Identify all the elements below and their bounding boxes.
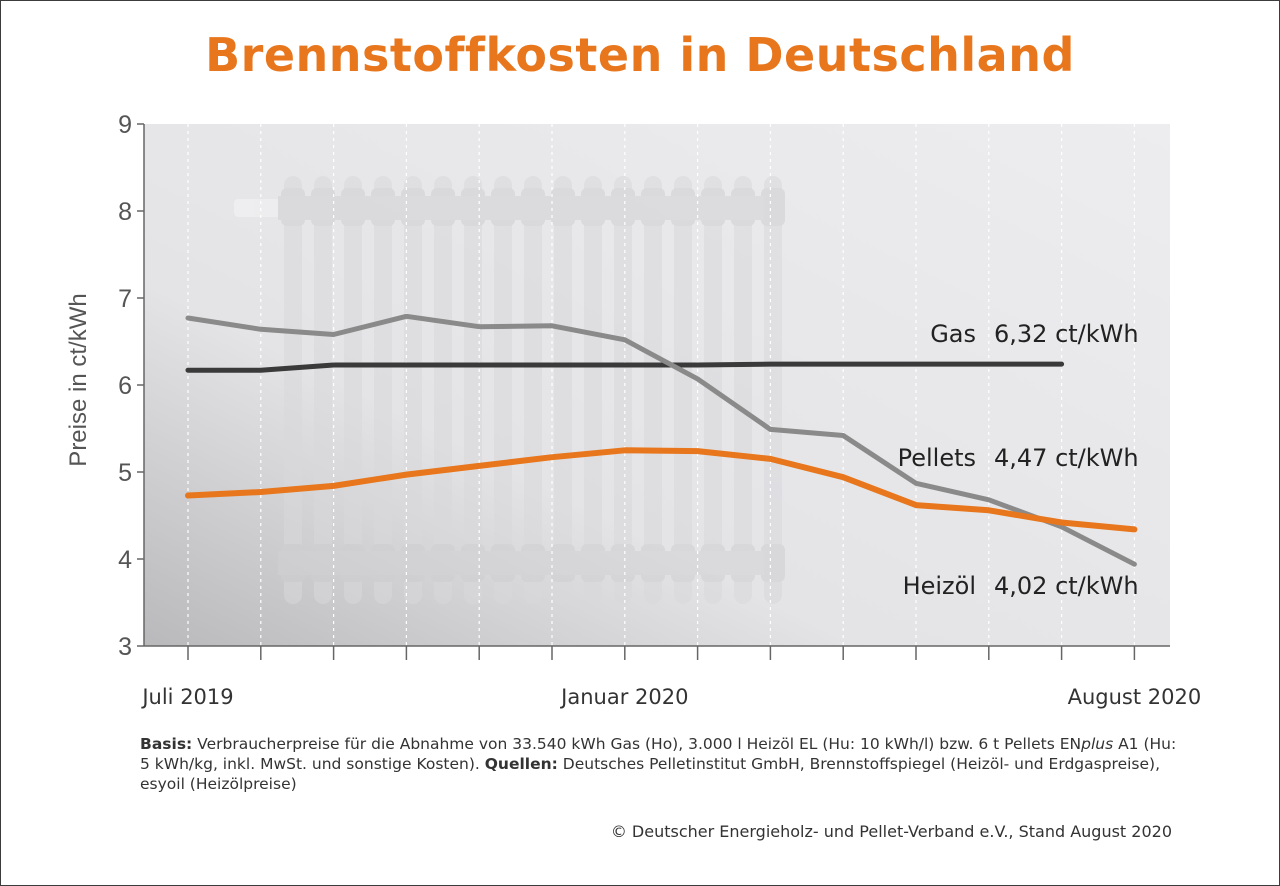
series-label-gas: Gas (930, 320, 976, 348)
radiator-bar-bottom (278, 551, 764, 575)
radiator-fin (554, 176, 572, 604)
y-tick-label: 7 (118, 285, 132, 313)
radiator-fin (584, 176, 602, 604)
radiator-fin (344, 176, 362, 604)
series-line-gas (185, 361, 1065, 373)
copyright-note: © Deutscher Energieholz- und Pellet-Verb… (610, 822, 1172, 841)
series-label-pellets: Pellets (898, 444, 976, 472)
chart-title: Brennstoffkosten in Deutschland (205, 28, 1075, 82)
y-tick-label: 3 (118, 633, 132, 661)
radiator-fin (674, 176, 692, 604)
radiator-fin (374, 176, 392, 604)
y-axis-label: Preise in ct/kWh (65, 293, 92, 466)
footnote: Basis: Verbraucherpreise für die Abnahme… (140, 734, 1180, 794)
radiator-fin-top (761, 188, 785, 226)
radiator-valve (234, 199, 282, 217)
sources-text: Deutsches Pelletinstitut GmbH, Brennstof… (140, 755, 1161, 793)
x-tick-label: Juli 2019 (140, 685, 233, 709)
basis-text-2: A1 (Hu: 5 kWh/kg, inkl. MwSt. und sonsti… (140, 735, 1177, 773)
x-tick-label: August 2020 (1068, 685, 1202, 709)
series-value-heizoel: 4,02 ct/kWh (994, 572, 1139, 600)
radiator-bar-top (278, 196, 764, 220)
radiator-fin (314, 176, 332, 604)
series-label-heizoel: Heizöl (903, 572, 976, 600)
y-tick-label: 5 (118, 459, 132, 487)
basis-label: Basis: (140, 735, 193, 753)
y-tick-label: 8 (118, 198, 132, 226)
y-tick-label: 9 (118, 111, 132, 139)
radiator-watermark (234, 176, 785, 604)
radiator-fin-bottom (761, 544, 785, 582)
radiator-fin (644, 176, 662, 604)
series-line-pellets (185, 447, 1138, 533)
radiator-fin (404, 176, 422, 604)
series-value-pellets: 4,47 ct/kWh (994, 444, 1139, 472)
y-tick-label: 6 (118, 372, 132, 400)
radiator-fin (524, 176, 542, 604)
radiator-fin (284, 176, 302, 604)
series-line-heizoel (185, 313, 1137, 567)
sources-label: Quellen: (484, 755, 558, 773)
basis-italic: plus (1081, 735, 1114, 753)
basis-text-1: Verbraucherpreise für die Abnahme von 33… (192, 735, 1082, 753)
x-tick-label: Januar 2020 (559, 685, 688, 709)
radiator-fin (614, 176, 632, 604)
radiator-fin (434, 176, 452, 604)
radiator-fin (734, 176, 752, 604)
y-tick-label: 4 (118, 546, 132, 574)
radiator-fin (494, 176, 512, 604)
radiator-fin (464, 176, 482, 604)
radiator-fin (764, 176, 782, 604)
series-value-gas: 6,32 ct/kWh (994, 320, 1139, 348)
